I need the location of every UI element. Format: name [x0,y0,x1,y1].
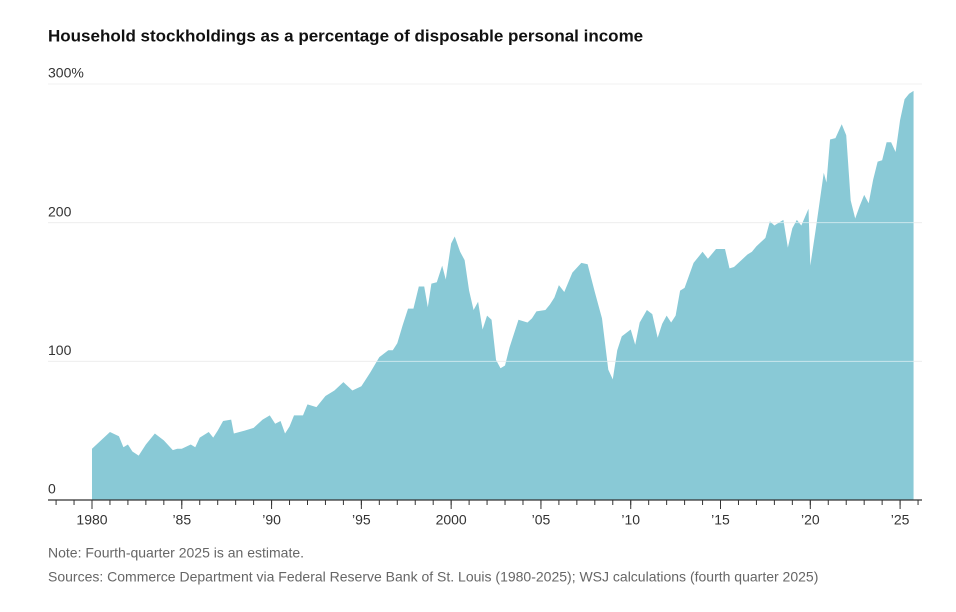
chart-note: Note: Fourth-quarter 2025 is an estimate… [48,545,304,561]
x-tick-label: ’15 [711,512,730,528]
x-tick-label: 1980 [76,512,107,528]
y-tick-label: 300% [48,65,84,81]
y-tick-label: 0 [48,481,56,497]
area [91,90,914,500]
x-tick-label: ’90 [262,512,281,528]
x-tick-label: ’10 [621,512,640,528]
x-tick-label: ’85 [172,512,191,528]
y-tick-label: 100 [48,342,72,358]
x-tick-label: ’25 [891,512,910,528]
x-tick-label: 2000 [436,512,467,528]
x-tick-label: ’95 [352,512,371,528]
x-tick-label: ’20 [801,512,820,528]
chart-source: Sources: Commerce Department via Federal… [48,569,818,585]
chart-title: Household stockholdings as a percentage … [48,26,643,45]
x-tick-label: ’05 [532,512,551,528]
y-tick-label: 200 [48,203,72,219]
